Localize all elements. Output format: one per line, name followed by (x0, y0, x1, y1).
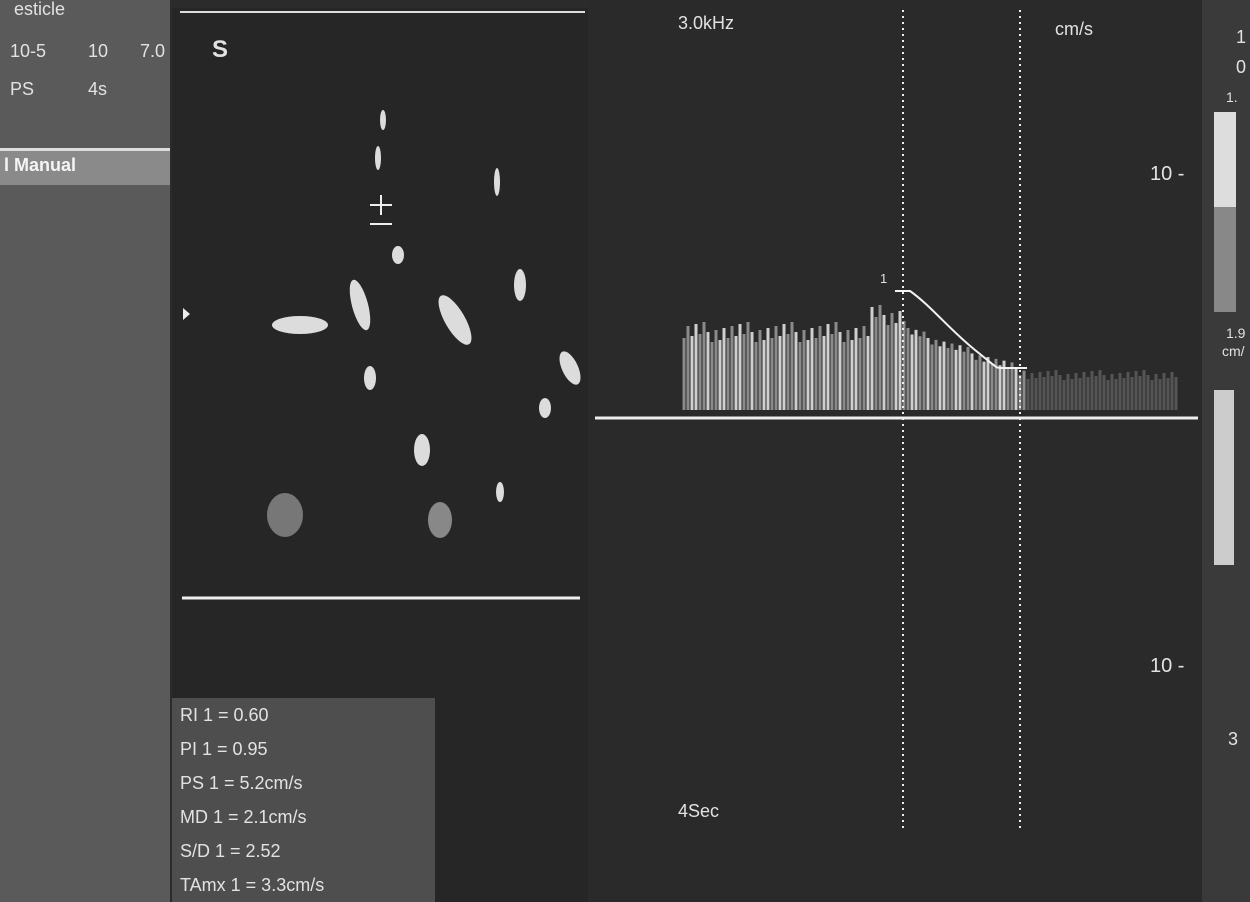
sweep-speed: 4s (88, 80, 107, 98)
ultrasound-screen: esticle 10-5 10 7.0 PS 4s S l Manual 3.0… (0, 0, 1250, 902)
side-scale: 3 (1228, 730, 1238, 748)
side-scale: 0 (1236, 58, 1246, 76)
mode: PS (10, 80, 34, 98)
menu-label[interactable]: l Manual (4, 156, 76, 174)
overlay (0, 0, 1250, 902)
logo: S (212, 38, 228, 62)
measurement: MD 1 = 2.1cm/s (180, 808, 307, 826)
color-bar-top (1214, 112, 1236, 207)
probe-title: esticle (14, 0, 65, 18)
side-scale: 1. (1226, 90, 1238, 104)
focus-marker (183, 308, 190, 320)
measurement: PS 1 = 5.2cm/s (180, 774, 303, 792)
prf: 3.0kHz (678, 14, 734, 32)
measurement: S/D 1 = 2.52 (180, 842, 281, 860)
measurement: PI 1 = 0.95 (180, 740, 268, 758)
side-scale: 1.9 (1226, 326, 1245, 340)
measurement: TAmx 1 = 3.3cm/s (180, 876, 324, 894)
sweep-label: 4Sec (678, 802, 719, 820)
depth: 10 (88, 42, 108, 60)
measurement: RI 1 = 0.60 (180, 706, 269, 724)
cursor-label: 1 (880, 272, 887, 285)
gray-bar (1214, 390, 1234, 565)
scale-label: 10 - (1150, 164, 1184, 184)
doppler-spectrum (684, 305, 1176, 410)
side-scale: 1 (1236, 28, 1246, 46)
gain: 7.0 (140, 42, 165, 60)
side-scale: cm/ (1222, 344, 1245, 358)
velocity-unit: cm/s (1055, 20, 1093, 38)
scale-label: 10 - (1150, 656, 1184, 676)
gate-marker (370, 195, 392, 224)
probe-frequency: 10-5 (10, 42, 46, 60)
vessels (267, 110, 585, 538)
